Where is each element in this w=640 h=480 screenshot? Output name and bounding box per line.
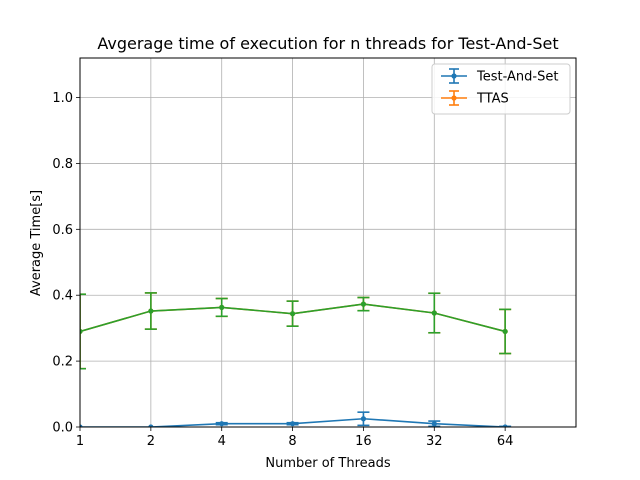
data-point bbox=[80, 328, 83, 335]
y-tick-label: 0.0 bbox=[52, 421, 73, 436]
x-tick-label: 16 bbox=[355, 434, 372, 449]
x-tick-label: 1 bbox=[76, 434, 84, 449]
x-axis-label: Number of Threads bbox=[265, 456, 390, 471]
data-point bbox=[289, 421, 296, 427]
y-tick-label: 0.2 bbox=[52, 355, 73, 370]
axis-ticks: 1 2 4 8 16 32 64 0.0 0.2 0.4 0.6 0.8 1.0 bbox=[52, 91, 513, 449]
y-axis-label: Average Time[s] bbox=[29, 190, 44, 296]
x-tick-label: 32 bbox=[426, 434, 443, 449]
data-point bbox=[360, 301, 367, 307]
data-point bbox=[148, 308, 154, 314]
x-tick-label: 8 bbox=[288, 434, 296, 449]
data-point bbox=[148, 424, 154, 427]
x-tick-label: 4 bbox=[218, 434, 226, 449]
data-point bbox=[502, 328, 508, 335]
legend-label: Test-And-Set bbox=[476, 70, 558, 85]
data-point bbox=[360, 416, 367, 422]
series-group bbox=[80, 292, 512, 427]
legend: Test-And-Set TTAS bbox=[431, 63, 571, 115]
y-tick-label: 1.0 bbox=[52, 91, 73, 106]
data-point bbox=[80, 424, 83, 427]
x-tick-label: 2 bbox=[147, 434, 155, 449]
data-point bbox=[431, 421, 437, 427]
legend-marker bbox=[451, 73, 457, 79]
legend-label: TTAS bbox=[476, 92, 509, 107]
x-tick-label: 64 bbox=[497, 434, 514, 449]
y-tick-label: 0.8 bbox=[52, 157, 73, 172]
data-point bbox=[219, 421, 225, 427]
data-point bbox=[289, 311, 296, 317]
plot-frame bbox=[79, 57, 577, 428]
legend-marker bbox=[451, 95, 457, 101]
series-3 bbox=[80, 292, 512, 370]
series-1 bbox=[80, 411, 512, 427]
data-point bbox=[431, 310, 437, 316]
chart-title: Avgerage time of execution for n threads… bbox=[97, 34, 558, 53]
y-tick-label: 0.4 bbox=[52, 289, 73, 304]
y-tick-label: 0.6 bbox=[52, 223, 73, 238]
data-point bbox=[502, 424, 508, 427]
data-point bbox=[219, 304, 225, 311]
legend-item: Test-And-Set bbox=[441, 68, 558, 85]
legend-item: TTAS bbox=[441, 90, 509, 107]
